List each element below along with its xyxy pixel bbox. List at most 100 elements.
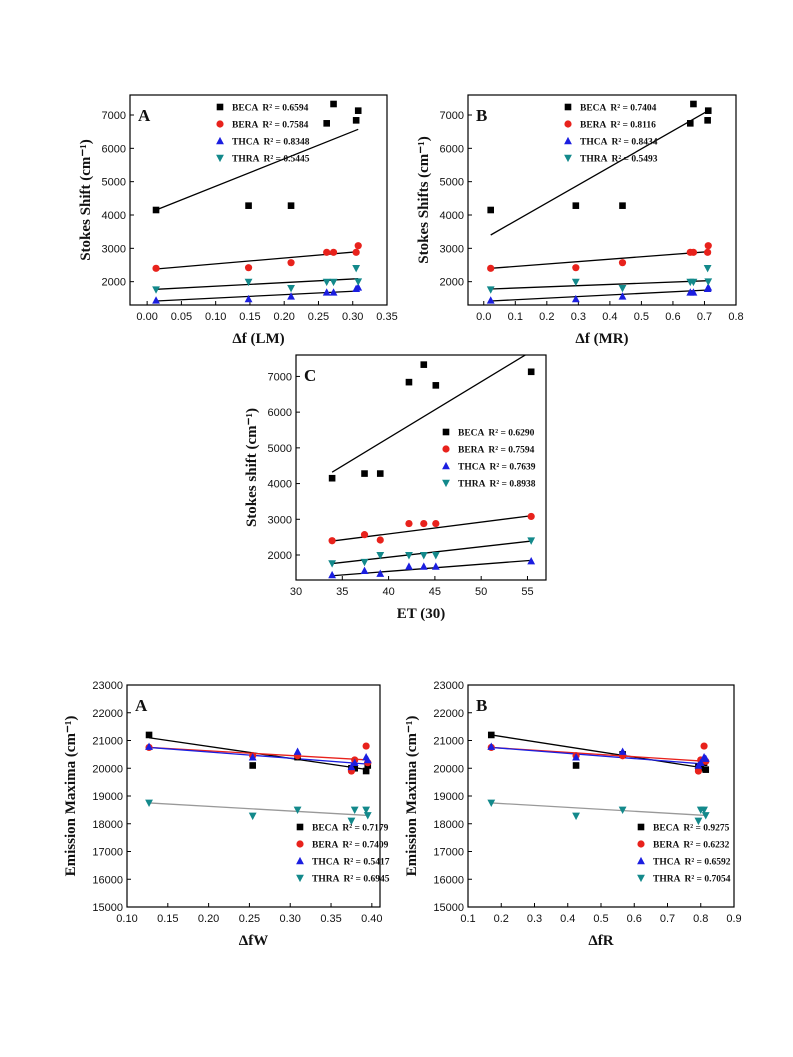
x-tick-label: 0.8 bbox=[693, 913, 708, 925]
data-point-beca bbox=[527, 368, 535, 376]
x-axis-label: Δf (MR) bbox=[575, 331, 628, 347]
data-point-thca bbox=[571, 294, 580, 303]
legend-label-thra: THRA R² = 0.5445 bbox=[232, 155, 310, 165]
legend-label-thca: THCA R² = 0.5417 bbox=[312, 858, 390, 868]
data-point-thca bbox=[244, 294, 253, 303]
data-point-thca bbox=[696, 758, 705, 766]
data-point-beca bbox=[690, 100, 697, 108]
legend-label-thca: THCA R² = 0.6592 bbox=[653, 858, 731, 868]
data-point-thca bbox=[618, 747, 627, 755]
data-point-bera bbox=[360, 531, 369, 539]
x-tick-label: 0.0 bbox=[476, 311, 491, 323]
data-point-thra bbox=[328, 560, 337, 568]
data-point-beca bbox=[704, 117, 711, 124]
data-point-thca bbox=[145, 742, 153, 750]
y-axis-label: Stokes Shift (cm⁻¹) bbox=[78, 139, 94, 261]
y-tick-label: 6000 bbox=[102, 143, 126, 155]
data-point-thca bbox=[704, 283, 713, 291]
data-point-beca bbox=[351, 764, 358, 772]
data-point-thra bbox=[293, 806, 302, 814]
plot-frame bbox=[126, 684, 381, 908]
data-point-bera bbox=[572, 264, 580, 272]
y-tick-label: 22000 bbox=[92, 708, 123, 720]
data-point-thra bbox=[376, 552, 385, 560]
y-tick-label: 19000 bbox=[433, 791, 464, 803]
data-point-bera bbox=[152, 264, 160, 272]
y-tick-label: 18000 bbox=[433, 819, 464, 831]
x-tick-label: 0.3 bbox=[571, 311, 586, 323]
data-point-thca bbox=[527, 556, 536, 565]
y-tick-label: 21000 bbox=[433, 736, 464, 748]
y-tick-label: 18000 bbox=[92, 819, 123, 831]
data-point-thra bbox=[431, 552, 440, 560]
plot-frame bbox=[129, 94, 388, 306]
data-point-bera bbox=[405, 519, 413, 528]
x-tick-label: 0.35 bbox=[376, 311, 397, 323]
legend-label-thra: THRA R² = 0.8938 bbox=[458, 480, 536, 490]
x-tick-label: 0.3 bbox=[527, 913, 542, 925]
legend-marker-beca bbox=[296, 823, 304, 831]
data-point-thra bbox=[152, 286, 160, 294]
x-tick-label: 0.10 bbox=[116, 913, 137, 925]
data-point-thca bbox=[293, 747, 302, 755]
legend-marker-bera bbox=[216, 120, 224, 128]
y-tick-label: 20000 bbox=[92, 763, 123, 775]
y-tick-label: 21000 bbox=[92, 736, 123, 748]
chart-1: 0.00 0.05 0.10 0.15 0.20 0.25 0.30 0.35 2000 3000… bbox=[78, 94, 398, 347]
x-tick-label: 0.2 bbox=[539, 311, 554, 323]
chart-2: 0.0 0.1 0.2 0.3 0.4 0.5 0.6 0.7 0.8 2000 3000 4000 5… bbox=[416, 94, 744, 347]
data-point-thca bbox=[618, 292, 627, 300]
x-tick-label: 0.00 bbox=[136, 311, 157, 323]
data-point-beca bbox=[686, 120, 694, 127]
panel-label: B bbox=[476, 106, 487, 125]
data-point-beca bbox=[328, 474, 336, 482]
data-point-beca bbox=[354, 107, 362, 114]
data-point-thra bbox=[244, 278, 253, 287]
data-point-thra bbox=[405, 552, 413, 560]
x-tick-label: 0.5 bbox=[634, 311, 649, 323]
y-tick-label: 22000 bbox=[433, 708, 464, 720]
legend-marker-thra bbox=[564, 154, 572, 163]
data-point-thra bbox=[362, 806, 371, 814]
legend-marker-bera bbox=[296, 840, 304, 848]
y-tick-label: 20000 bbox=[433, 763, 464, 775]
y-axis-label: Stokes shift (cm⁻¹) bbox=[244, 408, 260, 527]
data-point-thra bbox=[618, 806, 627, 814]
legend-marker-thca bbox=[564, 136, 572, 145]
data-point-beca bbox=[487, 206, 495, 214]
x-tick-label: 0.15 bbox=[157, 913, 178, 925]
data-point-thca bbox=[689, 288, 698, 296]
data-point-thra bbox=[618, 285, 627, 293]
x-tick-label: 0.35 bbox=[320, 913, 341, 925]
legend-label-thra: THRA R² = 0.7054 bbox=[653, 875, 731, 885]
panel-label: A bbox=[135, 696, 148, 715]
legend-marker-thca bbox=[637, 856, 645, 865]
data-point-beca bbox=[619, 202, 626, 209]
data-point-bera bbox=[432, 519, 440, 528]
data-point-thca bbox=[322, 288, 331, 296]
y-tick-label: 4000 bbox=[102, 210, 126, 222]
data-point-bera bbox=[487, 264, 495, 272]
data-point-thca bbox=[347, 762, 356, 771]
data-point-beca bbox=[245, 202, 252, 209]
data-point-beca bbox=[323, 120, 330, 127]
data-point-thca bbox=[363, 755, 372, 764]
legend-label-thra: THRA R² = 0.5493 bbox=[580, 155, 658, 165]
fit-line-thca bbox=[148, 746, 368, 765]
legend-label-beca: BECA R² = 0.7404 bbox=[580, 104, 657, 114]
legend-label-thra: THRA R² = 0.6945 bbox=[312, 875, 390, 885]
chart-3: 30 35 40 45 50 55 2000 3000 4000 5000 6000 7000 ET (… bbox=[244, 354, 547, 622]
panel-label: B bbox=[476, 696, 487, 715]
data-point-thra bbox=[352, 265, 361, 273]
fit-line-bera bbox=[148, 746, 368, 761]
data-point-beca bbox=[704, 107, 712, 114]
data-point-beca bbox=[572, 762, 580, 769]
legend-label-bera: BERA R² = 0.7584 bbox=[232, 121, 309, 131]
legend-label-bera: BERA R² = 0.6232 bbox=[653, 841, 730, 851]
y-tick-label: 5000 bbox=[440, 177, 464, 189]
legend-marker-thra bbox=[442, 479, 450, 488]
data-point-bera bbox=[704, 248, 712, 256]
x-tick-label: 0.4 bbox=[602, 311, 617, 323]
x-tick-label: 0.20 bbox=[198, 913, 219, 925]
data-point-beca bbox=[702, 766, 710, 773]
